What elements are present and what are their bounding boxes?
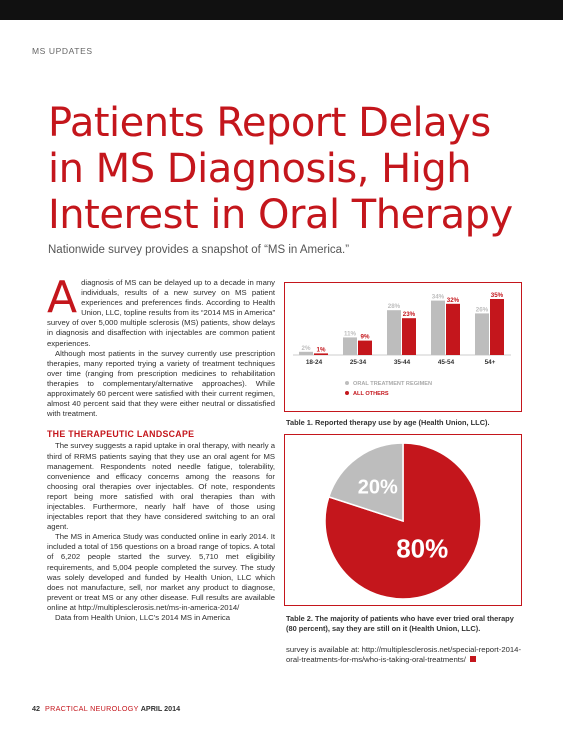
body-paragraph-2: Although most patients in the survey cur… xyxy=(47,348,275,419)
x-tick-label-45-54: 45-54 xyxy=(438,359,455,366)
bar-chart: 2% 1% 18-24 11% 9% 25-34 28%23% 35-44 34% 32% 45-5… xyxy=(293,292,511,397)
page-number: 42 xyxy=(32,704,40,713)
article-subtitle: Nationwide survey provides a snapshot of… xyxy=(48,244,350,256)
bar-chart-frame: 2% 1% 18-24 11% 9% 25-34 28% 23% 35-44 34% 32% 45-5… xyxy=(284,282,522,412)
bar-oral-45-54 xyxy=(431,300,445,355)
end-mark-icon xyxy=(469,656,476,663)
legend-marker-oral xyxy=(345,381,349,385)
data-label-others-35-44: 23% xyxy=(403,311,416,318)
pie-label-20: 20% xyxy=(358,476,398,498)
section-heading: THE THERAPEUTIC LANDSCAPE xyxy=(47,429,195,440)
article-body-right: survey is available at: http://multiples… xyxy=(286,645,522,665)
data-label-others-25-34: 9% xyxy=(361,334,370,341)
data-label-oral-35-44: 28% xyxy=(388,303,401,310)
data-label-others-18-24: 1% xyxy=(317,346,326,353)
data-label-others-54+: 35% xyxy=(491,292,504,299)
data-label-others-45-54: 32% xyxy=(447,297,460,304)
x-tick-label-54+: 54+ xyxy=(485,359,496,366)
body-paragraph-6: survey is available at: http://multiples… xyxy=(286,645,522,665)
bar-others-18-24 xyxy=(314,353,328,355)
pie-slice-20 xyxy=(327,442,404,523)
data-label-oral-54+: 26% xyxy=(476,306,489,313)
pie-label-80: 80% xyxy=(396,534,448,564)
page-footer: 42 PRACTICAL NEUROLOGY APRIL 2014 xyxy=(32,704,180,713)
bar-oral-25-34 xyxy=(343,337,357,355)
table1-caption: Table 1. Reported therapy use by age (He… xyxy=(286,418,490,427)
bar-oral-18-24 xyxy=(299,351,313,355)
top-bar xyxy=(0,0,563,20)
data-label-oral-45-54: 34% xyxy=(432,294,445,301)
legend-label-others: ALL OTHERS xyxy=(353,391,389,397)
bar-others-35-44 xyxy=(402,318,416,355)
x-tick-label-35-44: 35-44 xyxy=(394,359,411,366)
data-label-oral-25-34: 11% xyxy=(344,330,357,337)
paragraph-1-text: diagnosis of MS can be delayed up to a d… xyxy=(47,278,275,348)
x-tick-label-25-34: 25-34 xyxy=(350,359,367,366)
body-paragraph-3: The survey suggests a rapid uptake in or… xyxy=(47,441,275,532)
bar-others-54+ xyxy=(490,299,504,355)
pie-chart: 80% 20% xyxy=(324,442,482,600)
bar-oral-35-44 xyxy=(387,310,401,355)
article-title: Patients Report Delays in MS Diagnosis, … xyxy=(48,100,513,238)
data-label-oral-18-24: 2% xyxy=(302,345,311,352)
body-paragraph-4: The MS in America Study was conducted on… xyxy=(47,532,275,612)
body-paragraph-5: Data from Health Union, LLC’s 2014 MS in… xyxy=(55,613,231,622)
pie-chart-frame: 80% 20% xyxy=(284,434,522,606)
bar-others-25-34 xyxy=(358,340,372,355)
legend-label-oral: ORAL TREATMENT REGIMEN xyxy=(353,381,432,387)
bar-others-45-54 xyxy=(446,303,460,355)
issue-date: APRIL 2014 xyxy=(140,704,181,713)
table2-caption: Table 2. The majority of patients who ha… xyxy=(286,614,514,633)
x-tick-label-18-24: 18-24 xyxy=(306,359,323,366)
publication-name: PRACTICAL NEUROLOGY xyxy=(45,704,139,713)
legend-marker-others xyxy=(345,391,349,395)
drop-cap: A xyxy=(47,272,78,323)
section-label: MS UPDATES xyxy=(32,46,93,56)
bar-oral-54+ xyxy=(475,313,489,355)
